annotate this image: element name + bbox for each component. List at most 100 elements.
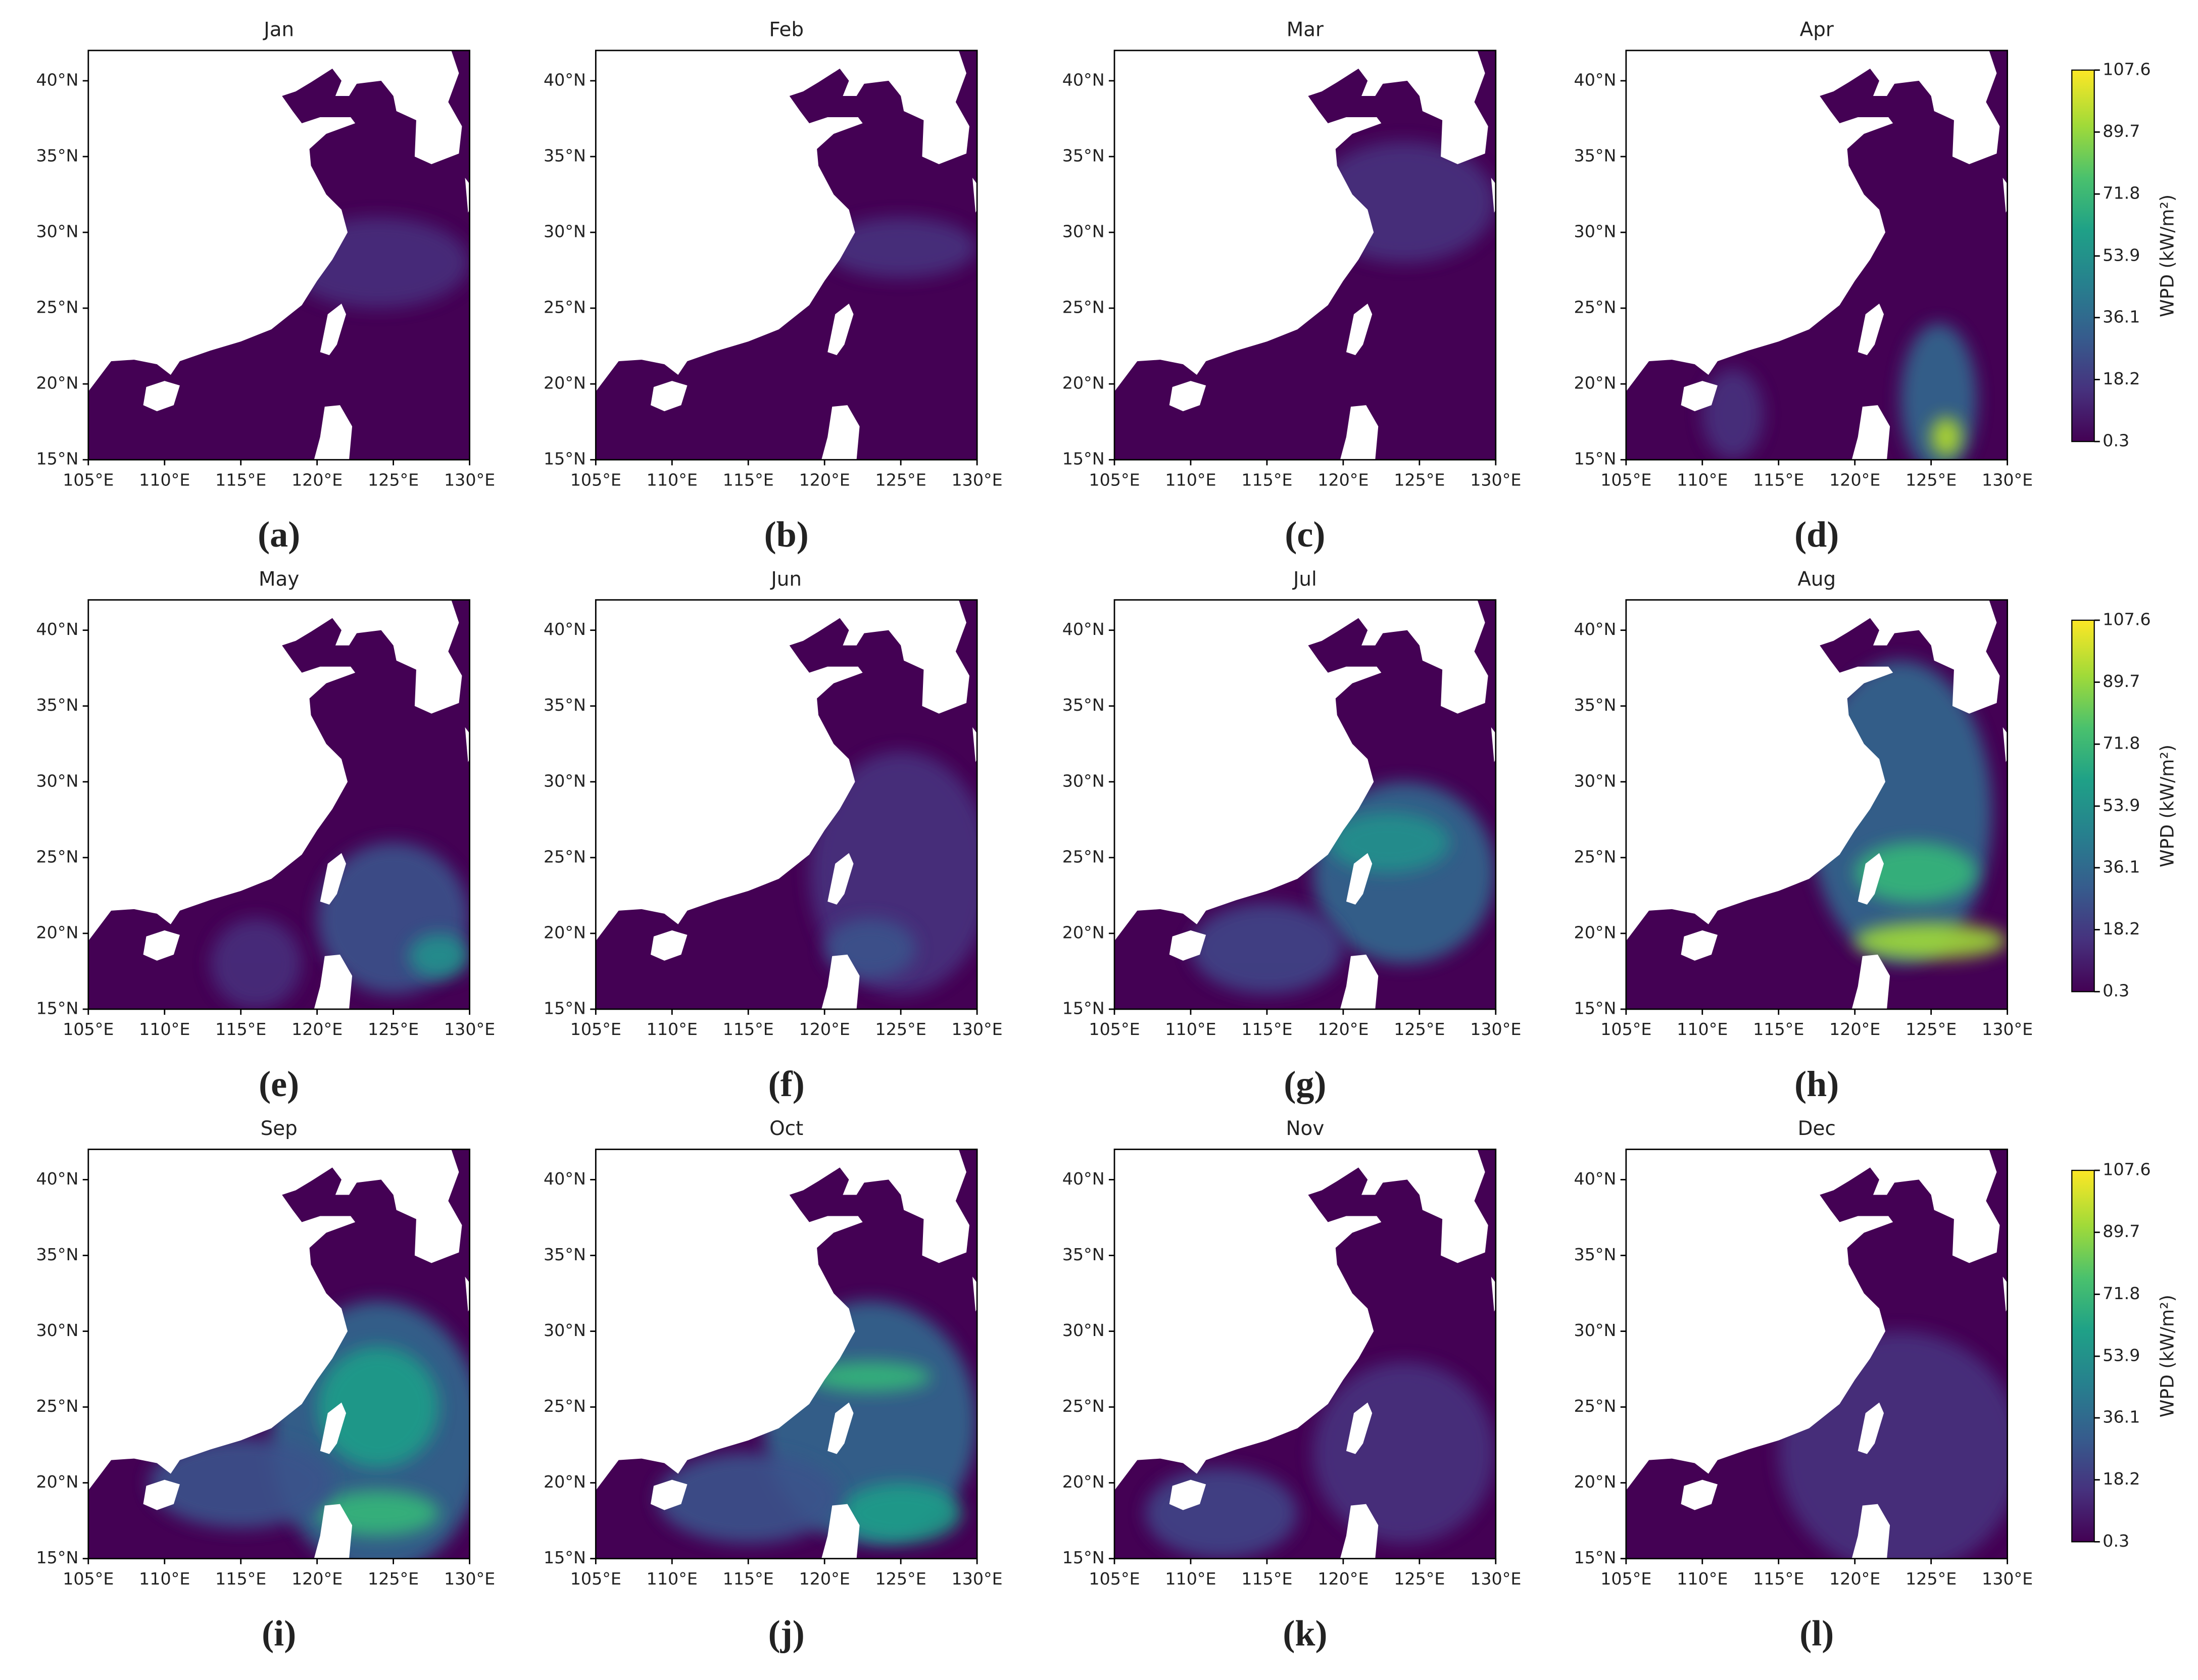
x-tick-label: 130°E <box>444 470 495 489</box>
y-tick-label: 40°N <box>1574 619 1617 639</box>
y-tick-label: 35°N <box>1574 1245 1617 1264</box>
y-tick-label: 15°N <box>1062 998 1105 1018</box>
x-tick-label: 120°E <box>291 470 343 489</box>
panel-title: Jan <box>262 19 294 41</box>
wpd-field <box>149 1437 332 1528</box>
land <box>88 600 462 941</box>
map-panel: 105°E 110°E 115°E 120°E 125°E 130°E 15°N 20°N 25… <box>36 1117 496 1654</box>
axes-frame <box>1625 50 2009 461</box>
x-tick-label: 120°E <box>1317 470 1369 489</box>
y-tick-label: 25°N <box>1574 1396 1617 1416</box>
x-tick-label: 105°E <box>63 1569 114 1589</box>
y-tick-label: 25°N <box>544 847 586 866</box>
y-tick-label: 20°N <box>1062 922 1105 942</box>
y-tick-label: 35°N <box>1062 1245 1105 1264</box>
colorbar-tick-label: 18.2 <box>2103 919 2140 938</box>
x-tick-label: 115°E <box>1241 470 1292 489</box>
island <box>972 727 978 762</box>
y-tick-label: 15°N <box>1574 449 1617 469</box>
panel-title: Apr <box>1800 19 1834 41</box>
y-tick-label: 15°N <box>544 1548 586 1567</box>
colorbar-tick-label: 53.9 <box>2103 1346 2140 1365</box>
y-tick-label: 25°N <box>544 1396 586 1416</box>
map-body <box>1114 50 1496 460</box>
y-tick-label: 20°N <box>1574 1472 1617 1492</box>
x-tick-label: 115°E <box>215 1019 266 1039</box>
island <box>1681 930 1718 961</box>
island <box>821 954 860 1009</box>
island <box>1346 304 1373 356</box>
y-tick-label: 30°N <box>544 771 586 790</box>
x-tick-label: 115°E <box>723 470 774 489</box>
y-tick-label: 30°N <box>1574 1320 1617 1340</box>
map-panel: 105°E 110°E 115°E 120°E 125°E 130°E 15°N 20°N 25… <box>1062 568 1522 1104</box>
y-tick-label: 25°N <box>1574 847 1617 866</box>
island <box>1858 1402 1884 1454</box>
y-tick-label: 35°N <box>36 695 79 715</box>
wpd-field <box>1190 903 1343 994</box>
y-tick-label: 35°N <box>544 695 586 715</box>
x-tick-label: 110°E <box>1677 1569 1728 1589</box>
x-tick-label: 110°E <box>1165 1019 1216 1039</box>
panel-title: Sep <box>261 1117 298 1140</box>
x-tick-label: 110°E <box>647 470 698 489</box>
x-tick-label: 125°E <box>368 470 419 489</box>
x-tick-label: 130°E <box>1470 470 1521 489</box>
panel-label: (a) <box>258 514 300 555</box>
x-tick-label: 105°E <box>570 470 621 489</box>
y-tick-label: 40°N <box>1062 70 1105 89</box>
y-tick-label: 30°N <box>544 1320 586 1340</box>
island <box>465 177 470 213</box>
island <box>1169 930 1206 961</box>
x-tick-label: 115°E <box>215 1569 266 1589</box>
panel-label: (h) <box>1794 1064 1839 1104</box>
x-tick-label: 125°E <box>875 1019 926 1039</box>
axes-frame <box>87 1149 470 1560</box>
x-tick-label: 125°E <box>1394 1019 1445 1039</box>
y-tick-label: 40°N <box>36 619 79 639</box>
panel-label: (j) <box>768 1613 805 1654</box>
colorbar-label: WPD (kW/m²) <box>2157 1295 2178 1417</box>
colorbar: 0.3 18.2 36.1 53.9 71.8 89.7 107.6 WPD (kW/m²) <box>2071 609 2178 1001</box>
island <box>143 930 180 961</box>
colorbar-tick-label: 0.3 <box>2103 981 2129 1001</box>
x-tick-label: 115°E <box>1753 1569 1804 1589</box>
x-tick-label: 110°E <box>647 1569 698 1589</box>
island <box>465 1276 470 1312</box>
land <box>1626 1149 2000 1491</box>
wpd-field <box>1854 922 2008 959</box>
y-tick-label: 30°N <box>1574 222 1617 241</box>
island <box>651 930 688 961</box>
x-tick-label: 130°E <box>1982 1569 2033 1589</box>
island <box>972 1276 978 1312</box>
island <box>821 405 860 460</box>
axes-frame <box>1625 599 2009 1010</box>
y-tick-label: 20°N <box>36 922 79 942</box>
island <box>1340 1504 1379 1559</box>
y-tick-label: 25°N <box>36 847 79 866</box>
island <box>143 381 180 412</box>
map-body <box>596 600 978 1009</box>
y-tick-label: 35°N <box>1574 695 1617 715</box>
y-tick-label: 20°N <box>544 922 586 942</box>
y-tick-label: 15°N <box>36 449 79 469</box>
x-tick-label: 110°E <box>139 1019 190 1039</box>
axes-frame <box>595 1149 978 1560</box>
x-tick-label: 120°E <box>1317 1019 1369 1039</box>
x-tick-label: 130°E <box>1470 1019 1521 1039</box>
x-tick-label: 110°E <box>1677 1019 1728 1039</box>
colorbar-fill <box>2071 1169 2095 1543</box>
axes-frame <box>87 50 470 461</box>
y-tick-label: 40°N <box>544 619 586 639</box>
map-body <box>1114 1149 1496 1559</box>
panel-label: (k) <box>1283 1613 1327 1654</box>
island <box>827 304 854 356</box>
y-tick-label: 35°N <box>544 145 586 165</box>
island <box>314 1504 353 1559</box>
x-tick-label: 110°E <box>1677 470 1728 489</box>
panel-title: Oct <box>769 1117 803 1140</box>
y-tick-label: 40°N <box>544 1169 586 1189</box>
y-tick-label: 20°N <box>1574 922 1617 942</box>
island <box>1346 853 1373 905</box>
